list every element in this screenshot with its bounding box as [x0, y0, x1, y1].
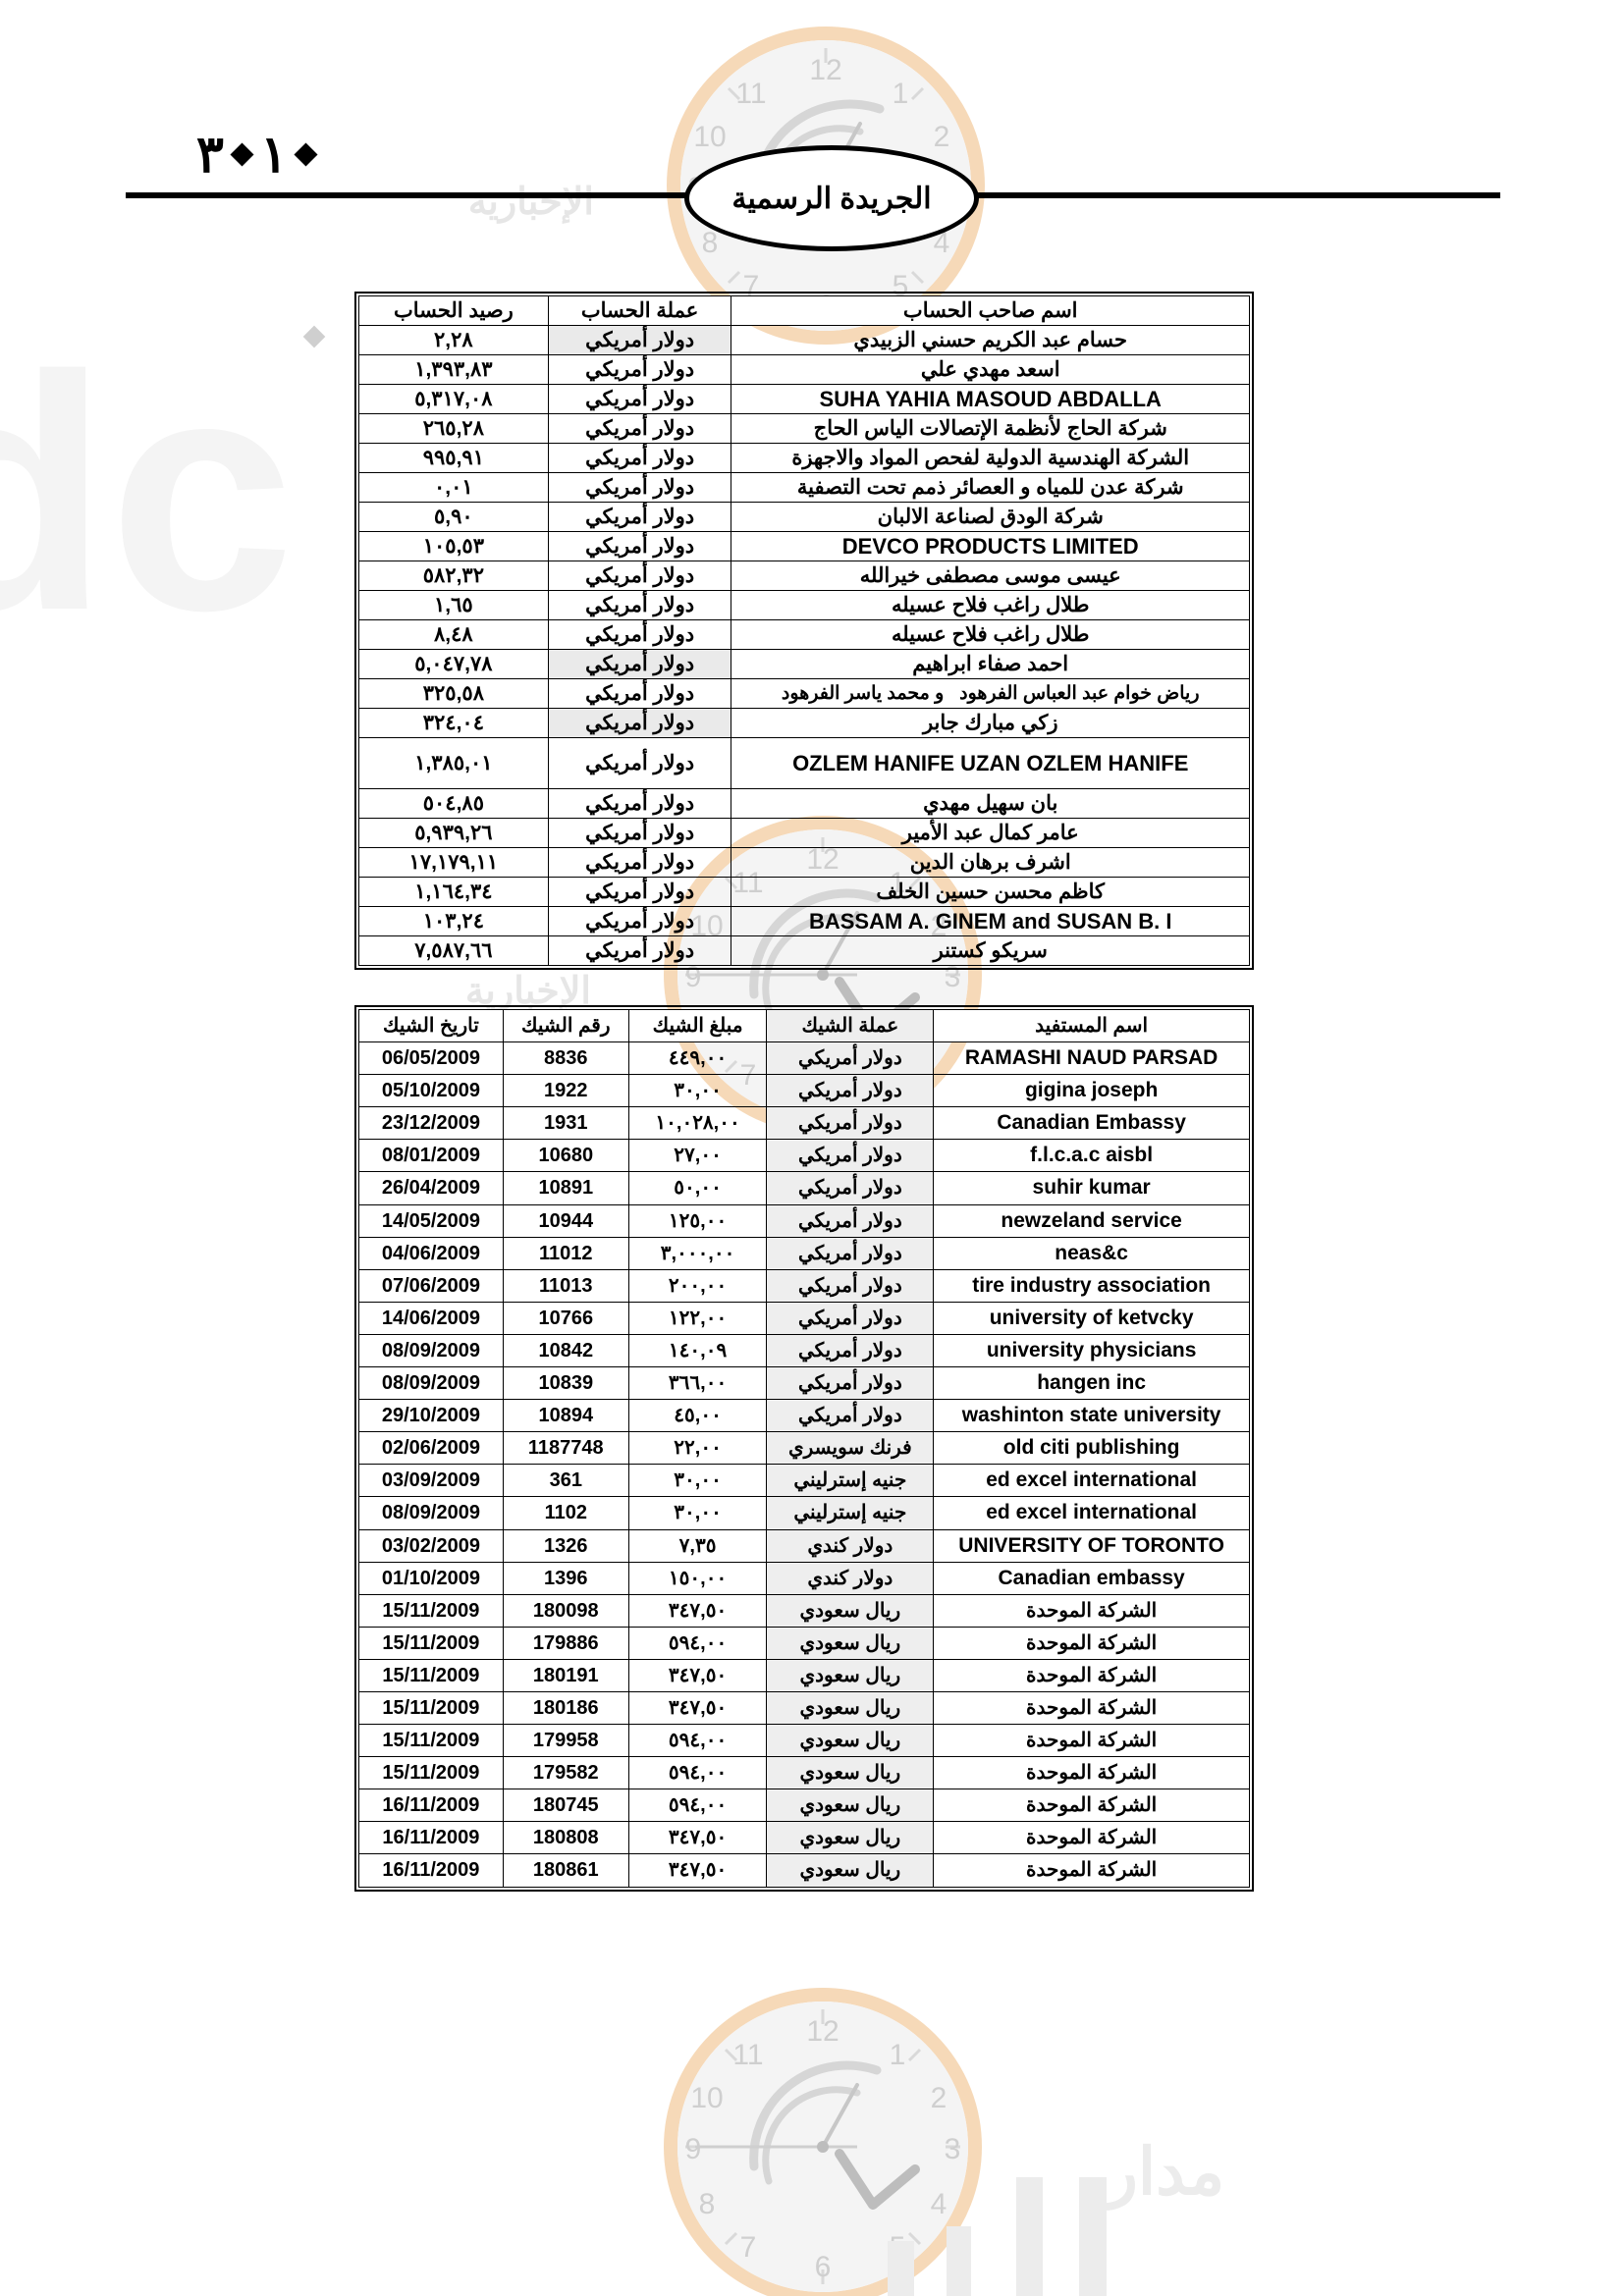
- svg-text:الإخبارية: الإخبارية: [468, 182, 594, 225]
- svg-text:dc: dc: [0, 307, 295, 680]
- svg-text:مدار: مدار: [1103, 2135, 1224, 2212]
